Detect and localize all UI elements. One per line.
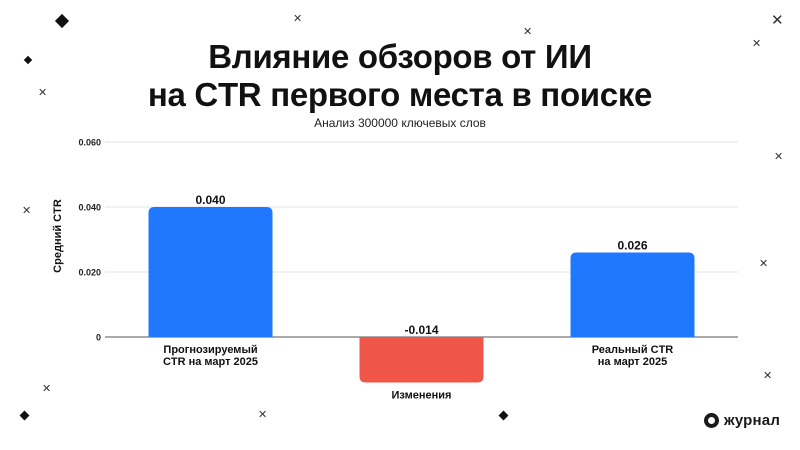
sparkle-icon: ✕ xyxy=(38,87,48,99)
sparkle-icon: ✕ xyxy=(22,205,32,217)
y-axis-label: Средний CTR xyxy=(52,199,64,273)
bar-value-label: -0.014 xyxy=(404,323,438,337)
x-tick-label: на март 2025 xyxy=(598,356,667,368)
y-tick-label: 0.060 xyxy=(78,138,101,148)
journal-logo-icon xyxy=(704,413,719,428)
sparkle-icon: ✕ xyxy=(759,258,769,270)
sparkle-icon: ✕ xyxy=(42,383,52,395)
bar-value-label: 0.040 xyxy=(195,193,225,207)
bar xyxy=(570,252,695,337)
chart-title: Влияние обзоров от ИИ на CTR первого мес… xyxy=(0,38,800,114)
bar xyxy=(148,207,273,337)
bar xyxy=(359,337,484,383)
brand-logo: журнал xyxy=(704,412,780,429)
sparkle-icon: ✕ xyxy=(523,26,533,38)
title-line-1: Влияние обзоров от ИИ xyxy=(208,38,592,75)
sparkle-icon: ✕ xyxy=(293,13,303,25)
brand-name: журнал xyxy=(724,412,781,429)
sparkle-icon: ✕ xyxy=(763,370,773,382)
sparkle-icon: ✕ xyxy=(771,12,784,29)
x-tick-label: CTR на март 2025 xyxy=(163,356,258,368)
y-tick-label: 0.020 xyxy=(78,268,101,278)
x-tick-label: Изменения xyxy=(392,390,452,402)
sparkle-icon: ✕ xyxy=(752,38,762,50)
x-tick-label: Реальный CTR xyxy=(592,344,674,356)
chart-subtitle: Анализ 300000 ключевых слов xyxy=(314,116,486,130)
bar-value-label: 0.026 xyxy=(617,239,647,253)
x-tick-label: Прогнозируемый xyxy=(163,344,257,356)
y-tick-label: 0 xyxy=(96,333,101,343)
y-tick-label: 0.040 xyxy=(78,203,101,213)
sparkle-icon: ✕ xyxy=(258,409,268,421)
sparkle-icon: ✕ xyxy=(774,151,784,163)
title-line-2: на CTR первого места в поиске xyxy=(147,76,653,113)
